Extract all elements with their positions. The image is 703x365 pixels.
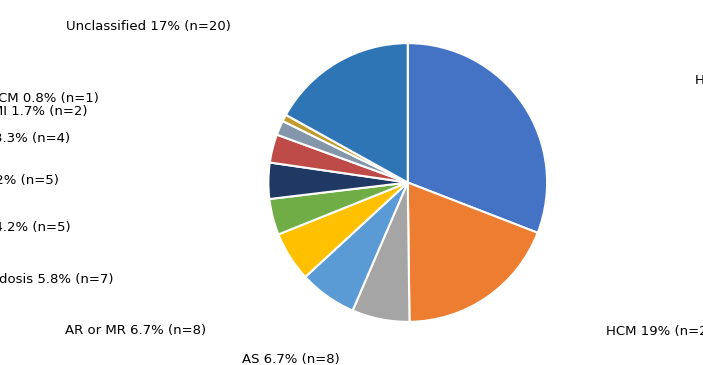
Wedge shape: [277, 121, 408, 182]
Wedge shape: [278, 182, 408, 277]
Text: HHD 31% (n=37): HHD 31% (n=37): [695, 74, 703, 87]
Text: hATTR-CM 0.8% (n=1): hATTR-CM 0.8% (n=1): [0, 92, 99, 105]
Text: AL amyloidosis 4.2% (n=5): AL amyloidosis 4.2% (n=5): [0, 221, 70, 234]
Text: TICM 4.2% (n=5): TICM 4.2% (n=5): [0, 174, 59, 187]
Text: HCM 19% (n=23): HCM 19% (n=23): [607, 324, 703, 338]
Wedge shape: [408, 43, 547, 233]
Text: AR or MR 6.7% (n=8): AR or MR 6.7% (n=8): [65, 324, 206, 337]
Wedge shape: [269, 162, 408, 199]
Wedge shape: [305, 182, 408, 311]
Text: Prior MI 1.7% (n=2): Prior MI 1.7% (n=2): [0, 105, 87, 118]
Wedge shape: [283, 115, 408, 182]
Wedge shape: [353, 182, 409, 322]
Wedge shape: [269, 182, 408, 234]
Text: DCM 3.3% (n=4): DCM 3.3% (n=4): [0, 132, 70, 145]
Wedge shape: [408, 182, 538, 322]
Text: AS 6.7% (n=8): AS 6.7% (n=8): [242, 353, 340, 365]
Text: Sarcoidosis 5.8% (n=7): Sarcoidosis 5.8% (n=7): [0, 273, 113, 285]
Wedge shape: [270, 135, 408, 182]
Wedge shape: [286, 43, 408, 182]
Text: Unclassified 17% (n=20): Unclassified 17% (n=20): [66, 20, 231, 33]
